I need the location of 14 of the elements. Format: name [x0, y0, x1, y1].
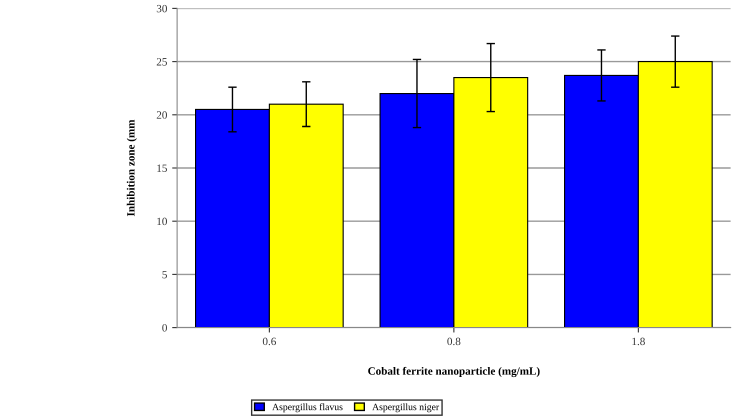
y-tick-label: 20	[156, 111, 167, 119]
y-tick-label: 25	[156, 58, 167, 66]
x-tick-label: 0.8	[447, 338, 460, 346]
legend-label: Aspergillus niger	[372, 403, 440, 412]
x-tick-label: 1.8	[632, 338, 645, 346]
y-tick-label: 10	[157, 218, 167, 226]
y-tick-label: 5	[162, 270, 167, 278]
y-tick-label: 0	[162, 324, 167, 332]
x-axis-title: Cobalt ferrite nanoparticle (mg/mL)	[368, 366, 540, 378]
y-axis-title: Inhibition zone (mm	[126, 120, 137, 216]
legend-label: Aspergillus flavus	[272, 403, 343, 412]
x-tick-label: 0.6	[262, 338, 276, 346]
y-tick-label: 15	[157, 164, 167, 172]
y-tick-label: 30	[156, 4, 167, 12]
